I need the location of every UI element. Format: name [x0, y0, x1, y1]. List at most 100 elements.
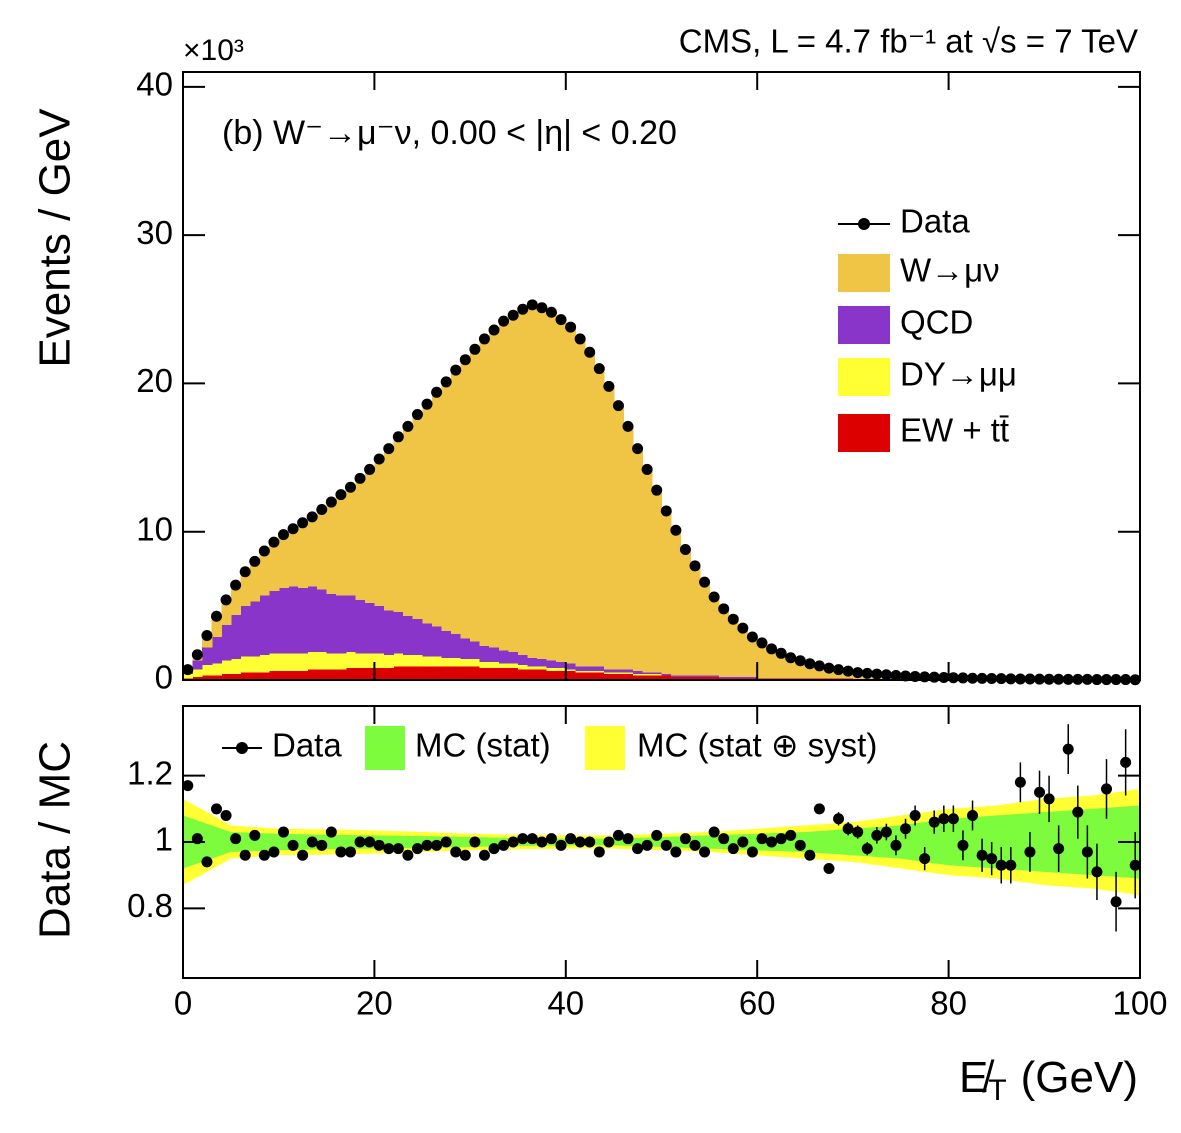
histogram-bar	[699, 675, 710, 678]
legend-swatch	[585, 726, 625, 770]
data-point	[660, 505, 672, 517]
histogram-bar	[450, 370, 462, 635]
histogram-bar	[269, 542, 280, 592]
histogram-bar	[651, 672, 663, 675]
data-point	[440, 376, 452, 388]
data-point	[833, 813, 845, 825]
histogram-bar	[364, 469, 375, 603]
histogram-bar	[240, 672, 251, 680]
data-point	[220, 594, 232, 606]
histogram-bar	[345, 487, 356, 596]
data-point	[574, 333, 586, 345]
histogram-bar	[613, 672, 624, 675]
legend-label: Data	[900, 203, 970, 240]
histogram-bar	[278, 588, 289, 654]
data-point	[880, 669, 892, 681]
data-point	[632, 443, 644, 455]
y-tick-label: 20	[136, 362, 173, 399]
data-point	[900, 670, 912, 682]
histogram-bar	[403, 666, 414, 680]
data-point	[756, 637, 768, 649]
data-point	[651, 829, 663, 841]
data-point	[450, 364, 462, 376]
legend-label: QCD	[900, 304, 973, 341]
data-point	[517, 833, 529, 845]
data-point	[1034, 786, 1046, 798]
histogram-bar	[489, 668, 500, 680]
data-point	[670, 846, 682, 858]
histogram-bar	[364, 602, 375, 654]
data-point	[1024, 673, 1036, 685]
histogram-bar	[546, 312, 557, 661]
histogram-bar	[517, 654, 529, 666]
histogram-bar	[584, 671, 596, 673]
data-point	[928, 816, 940, 828]
histogram-bar	[307, 586, 318, 652]
histogram-bar	[489, 647, 500, 663]
data-point	[679, 544, 691, 556]
histogram-bar	[537, 659, 548, 667]
data-point	[995, 673, 1007, 685]
data-point	[306, 836, 318, 848]
histogram-bar	[316, 651, 328, 670]
data-point	[766, 836, 778, 848]
data-point	[297, 517, 309, 529]
y-tick-label: 40	[136, 66, 173, 103]
histogram-bar	[460, 659, 471, 667]
histogram-bar	[412, 654, 423, 667]
histogram-bar	[374, 668, 385, 680]
histogram-bar	[211, 663, 222, 676]
data-point	[1014, 776, 1026, 788]
histogram-bar	[278, 534, 289, 589]
histogram-bar	[699, 582, 710, 676]
data-point	[574, 836, 586, 848]
histogram-bar	[728, 677, 739, 679]
histogram-bar	[470, 349, 481, 642]
data-point	[536, 302, 548, 314]
legend-label: MC (stat ⊕ syst)	[637, 727, 877, 764]
histogram-bar	[297, 522, 309, 589]
histogram-bar	[403, 616, 414, 655]
histogram-bar	[355, 478, 366, 600]
data-point	[727, 613, 739, 625]
histogram-bar	[336, 494, 347, 596]
histogram-bar	[450, 666, 462, 680]
data-point	[478, 333, 490, 345]
histogram-bar	[211, 616, 222, 637]
histogram-bar	[441, 657, 452, 667]
data-point	[507, 836, 519, 848]
legend-label: Data	[272, 727, 342, 764]
histogram-bar	[680, 675, 691, 678]
data-point	[201, 856, 213, 868]
histogram-bar	[604, 669, 615, 673]
histogram-bar	[316, 589, 328, 652]
histogram-bar	[345, 651, 356, 669]
data-point	[354, 836, 366, 848]
data-point	[584, 346, 596, 358]
histogram-bar	[613, 674, 624, 680]
data-point	[431, 839, 443, 851]
data-point	[823, 662, 835, 674]
histogram-bar	[288, 586, 299, 654]
histogram-bar	[460, 359, 471, 639]
data-point	[478, 849, 490, 861]
histogram-bar	[269, 653, 280, 672]
data-point	[364, 463, 376, 475]
histogram-bar	[230, 674, 242, 680]
histogram-bar	[671, 677, 682, 680]
data-point	[612, 829, 624, 841]
histogram-bar	[364, 668, 375, 680]
histogram-bar	[795, 660, 806, 679]
histogram-bar	[584, 666, 596, 672]
histogram-bar	[565, 669, 576, 672]
data-point	[201, 630, 213, 642]
data-point	[277, 529, 289, 541]
data-point	[660, 839, 672, 851]
histogram-bar	[450, 657, 462, 667]
histogram-bar	[556, 671, 567, 680]
histogram-bar	[718, 677, 730, 679]
histogram-bar	[259, 595, 270, 655]
histogram-bar	[297, 588, 309, 654]
histogram-bar	[527, 304, 538, 658]
data-point	[842, 823, 854, 835]
